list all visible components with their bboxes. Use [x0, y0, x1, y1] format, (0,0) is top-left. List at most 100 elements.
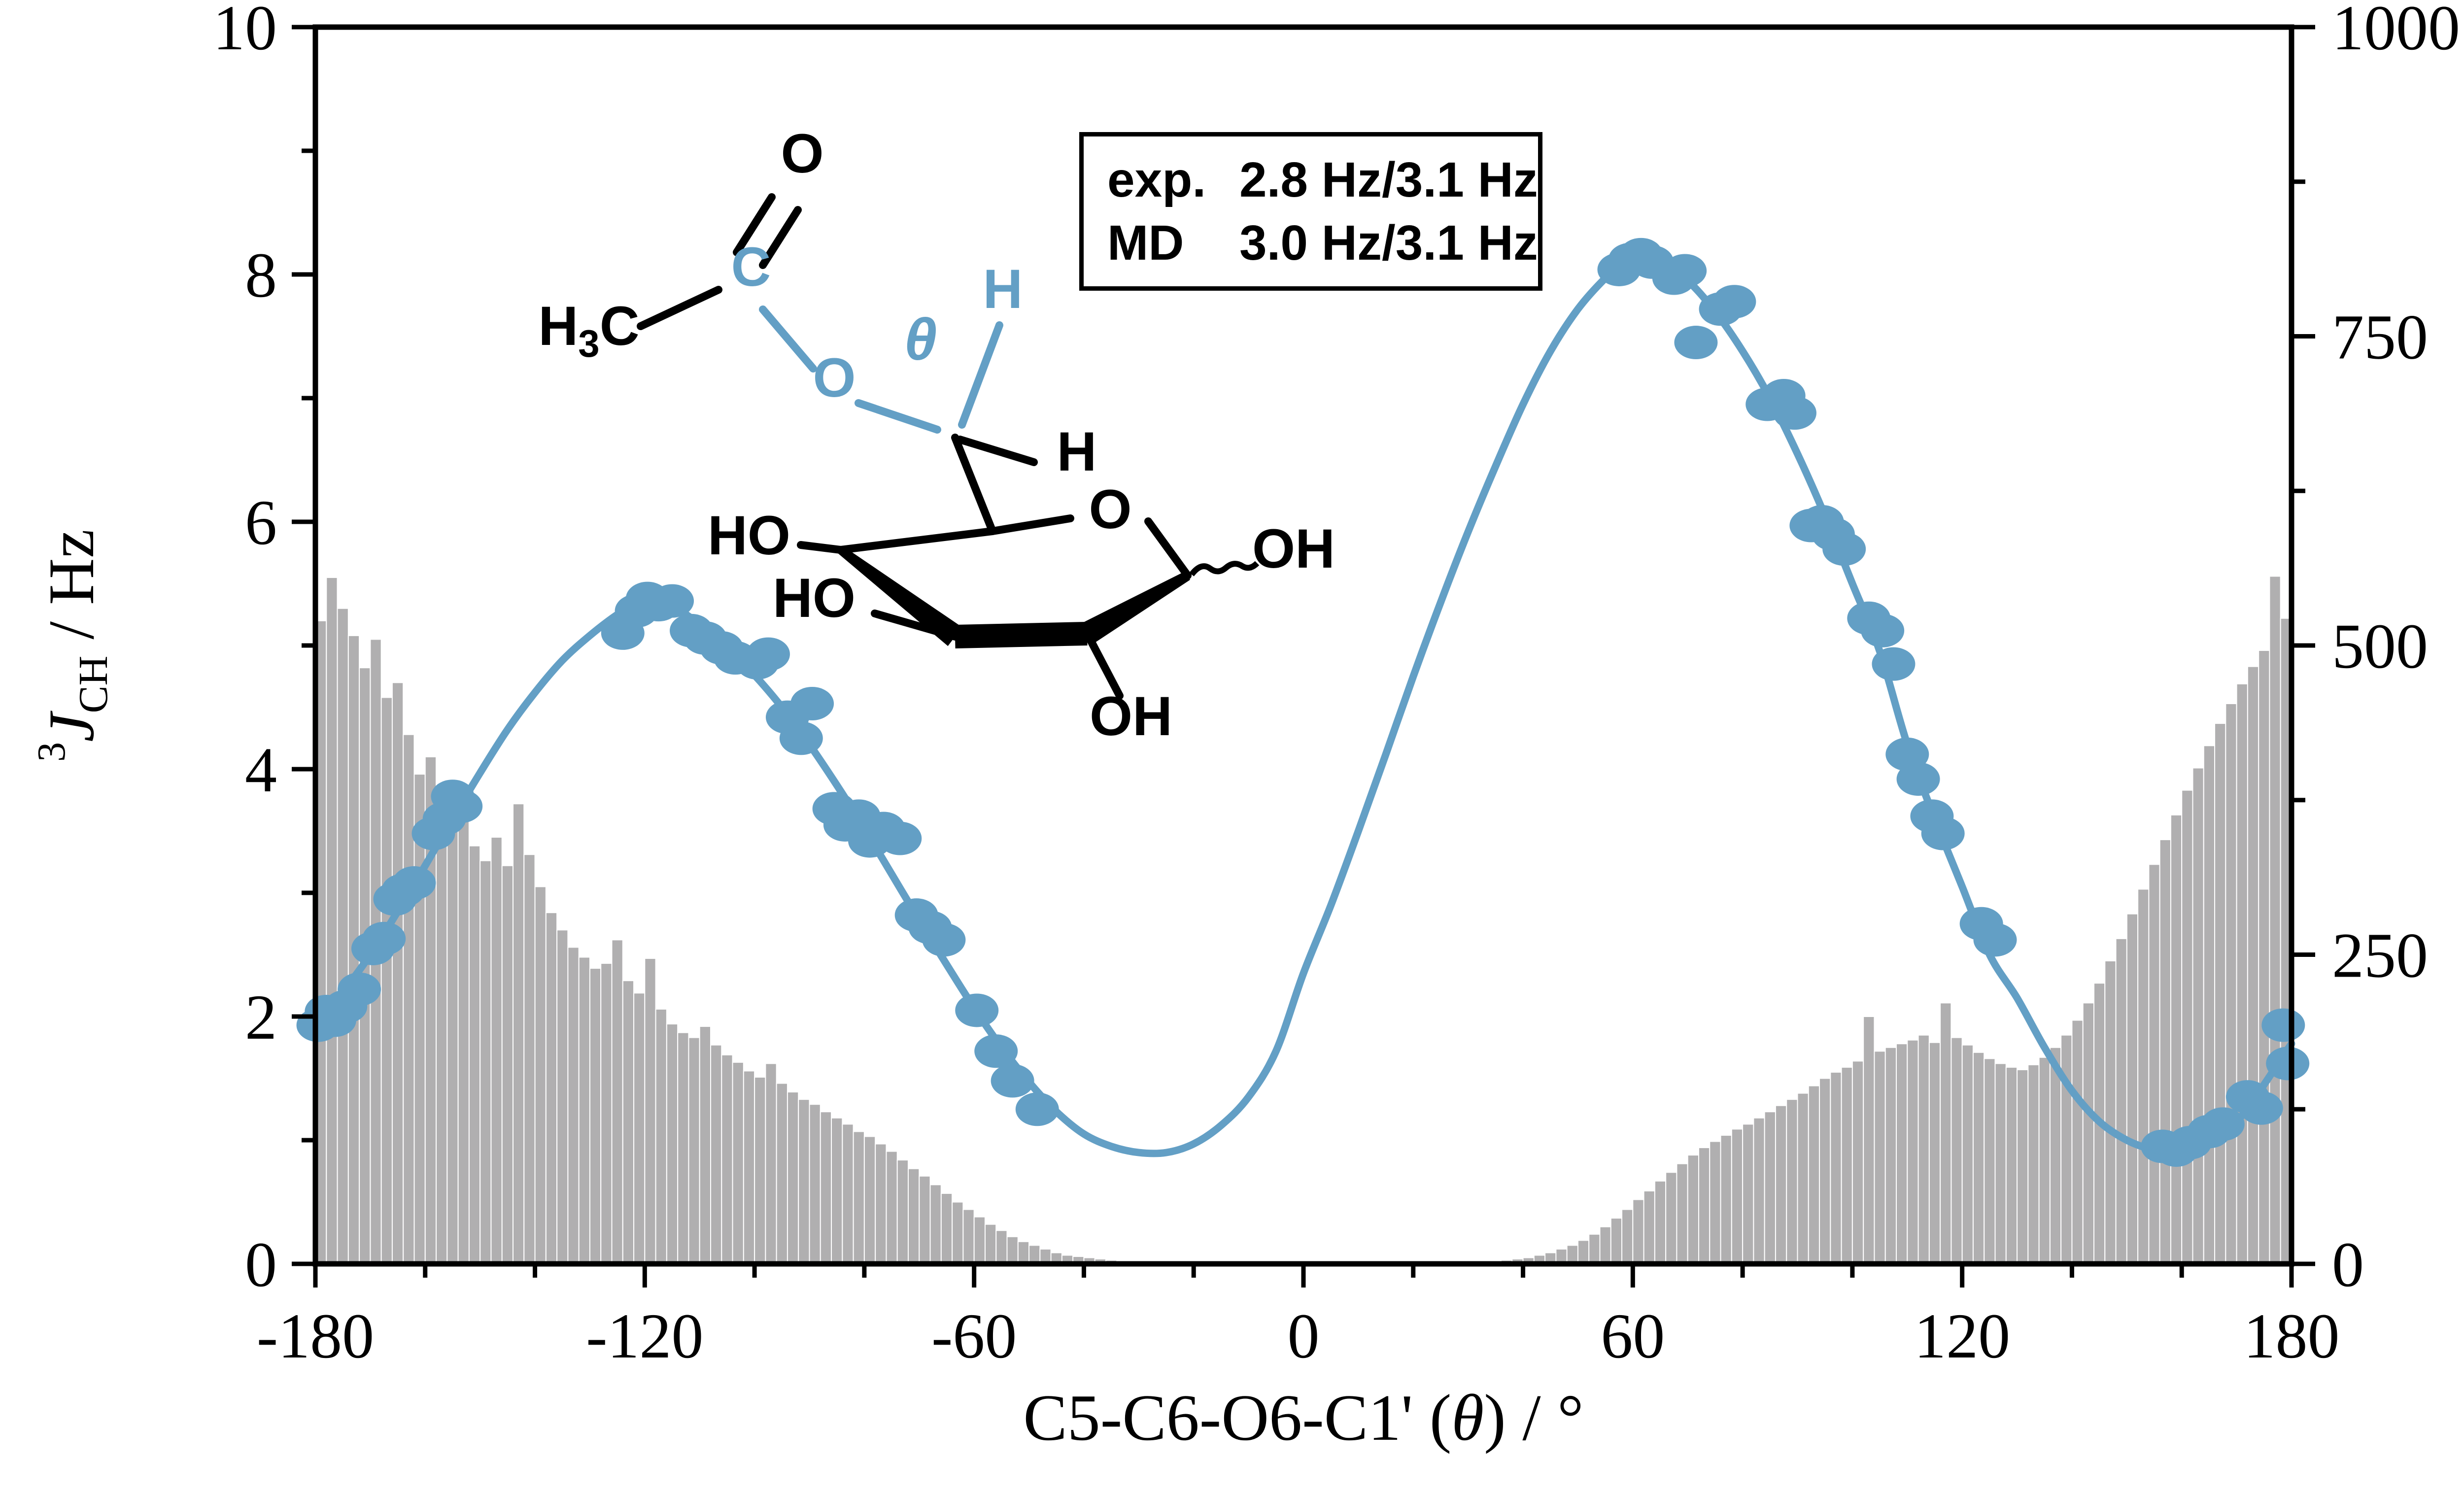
histogram-bar — [326, 576, 338, 1264]
histogram-bar — [534, 886, 547, 1264]
histogram-bar — [655, 1008, 667, 1264]
histogram-bar — [578, 956, 590, 1264]
md-scatter-points — [296, 237, 2310, 1167]
histogram-bar — [2258, 650, 2270, 1264]
y-left-tick-label: 0 — [245, 1229, 277, 1300]
histogram-bar — [1972, 1051, 1985, 1265]
histogram-bar — [2203, 745, 2216, 1264]
x-tick-label: -60 — [931, 1301, 1017, 1372]
y-left-tick-label: 6 — [245, 487, 277, 558]
md-point — [878, 821, 922, 855]
y-left-tick-label: 8 — [245, 240, 277, 311]
histogram-bar — [403, 734, 415, 1264]
md-point — [790, 686, 834, 720]
y-right-tick-label: 750 — [2332, 302, 2428, 373]
histogram-bar — [1017, 1241, 1030, 1265]
histogram-bar — [2214, 723, 2226, 1264]
md-point — [1663, 254, 1707, 288]
histogram-bar — [2104, 960, 2117, 1265]
histogram-bar — [1851, 1060, 1864, 1265]
histogram-bar — [457, 815, 470, 1264]
histogram-bar — [1028, 1245, 1041, 1265]
histogram-bar — [523, 854, 536, 1264]
histogram-bar — [1907, 1039, 1919, 1264]
histogram-bar — [1896, 1043, 1908, 1264]
bond-c-oester — [759, 305, 817, 373]
md-point — [650, 584, 694, 618]
md-point — [362, 921, 406, 955]
atom-label-HO-C4: HO — [708, 505, 790, 566]
x-tick-label: -120 — [586, 1301, 703, 1372]
legend-value-md: 3.0 Hz/3.1 Hz — [1239, 215, 1538, 271]
atom-label-theta: θ — [904, 306, 937, 373]
histogram-bar — [1764, 1111, 1776, 1265]
md-point — [2239, 1091, 2283, 1125]
legend-label-md: MD — [1107, 215, 1184, 271]
histogram-bar — [1775, 1105, 1787, 1264]
atom-label-H-C6-black: H — [1057, 421, 1097, 482]
bond-c6-h-black — [956, 436, 1038, 466]
histogram-bar — [929, 1184, 942, 1265]
x-tick-label: -180 — [257, 1301, 374, 1372]
histogram-bar — [2137, 888, 2150, 1264]
histogram-bar — [1863, 1016, 1875, 1264]
md-point — [974, 1034, 1018, 1068]
histogram-bar — [908, 1168, 920, 1264]
tick-labels: -180 -120 -60 0 60 120 18002468100250500750100… — [213, 0, 2460, 1372]
histogram-bar — [1951, 1037, 1963, 1264]
md-point — [991, 1064, 1034, 1098]
histogram-bar — [1984, 1058, 1996, 1265]
histogram-bar — [688, 1037, 700, 1264]
histogram-bar — [984, 1223, 997, 1264]
bond-oester-c6 — [855, 399, 941, 434]
bond-c6-h-blue — [958, 321, 1003, 429]
histogram-bar — [2159, 839, 2171, 1264]
histogram-bar — [556, 929, 569, 1265]
histogram-bar — [798, 1099, 810, 1264]
histogram-bar — [721, 1054, 733, 1265]
atom-label-O-ester: O — [813, 347, 856, 408]
atom-label-H-C6-blue: H — [983, 258, 1023, 320]
histogram-bar — [567, 947, 580, 1264]
md-point — [1015, 1092, 1059, 1126]
histogram-bar — [2181, 789, 2193, 1265]
histogram-bar — [1599, 1226, 1611, 1264]
histogram-bar — [919, 1175, 931, 1265]
histogram-bar — [1786, 1099, 1798, 1264]
histogram-bar — [589, 968, 602, 1264]
histogram-bar — [2170, 814, 2183, 1264]
histogram-bar — [2060, 1034, 2073, 1264]
ring-bond-c5-o — [989, 514, 1074, 535]
histogram-bar — [765, 1063, 777, 1264]
histogram-bar — [1610, 1218, 1623, 1264]
md-point — [746, 637, 790, 671]
bond-c-o-double — [759, 206, 802, 269]
ring-wedge-c2-c1 — [1081, 571, 1191, 644]
histogram-bar — [1928, 1042, 1941, 1264]
md-point — [1861, 613, 1905, 647]
histogram-bar — [1588, 1233, 1601, 1265]
histogram-bar — [2005, 1066, 2018, 1264]
histogram-bar — [1006, 1236, 1019, 1265]
histogram-bar — [1742, 1123, 1754, 1265]
bond-c3-ho — [871, 610, 959, 641]
histogram-bar — [2192, 767, 2204, 1264]
histogram-bar — [1808, 1085, 1820, 1265]
histogram-bar — [787, 1091, 799, 1265]
histogram-bar — [1917, 1034, 1930, 1264]
histogram-bar — [600, 963, 613, 1264]
histogram-bar — [2017, 1069, 2029, 1264]
histogram-bar — [513, 803, 525, 1264]
histogram-bar — [1874, 1051, 1886, 1265]
atom-label-C-carbonyl: C — [731, 236, 771, 298]
bond-anomeric-squiggle — [1189, 561, 1260, 576]
legend-row-md: MD 3.0 Hz/3.1 Hz — [1107, 214, 1538, 272]
histogram-bar — [699, 1026, 711, 1265]
histogram-bar — [2236, 683, 2248, 1264]
histogram-bar — [776, 1083, 788, 1265]
histogram-bar — [436, 803, 448, 1264]
histogram-bar — [1884, 1047, 1897, 1264]
md-point — [955, 993, 999, 1027]
histogram-bar — [886, 1151, 898, 1265]
